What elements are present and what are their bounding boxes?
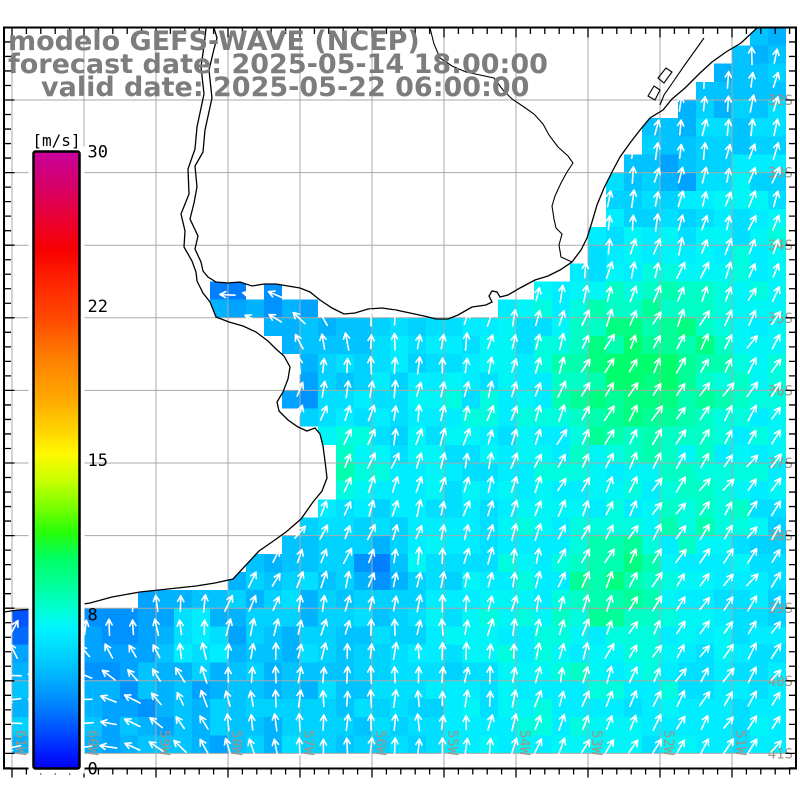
svg-text:60W: 60W bbox=[84, 730, 100, 756]
svg-text:52W: 52W bbox=[660, 730, 676, 756]
svg-text:54W: 54W bbox=[516, 730, 532, 756]
colorbar-tick-label: 22 bbox=[88, 297, 108, 317]
svg-text:58W: 58W bbox=[228, 730, 244, 756]
svg-text:38S: 38S bbox=[768, 529, 793, 545]
svg-text:32S: 32S bbox=[768, 93, 793, 109]
svg-text:53W: 53W bbox=[588, 730, 604, 756]
svg-text:56W: 56W bbox=[372, 730, 388, 756]
svg-text:36S: 36S bbox=[768, 383, 793, 399]
valid-date-line: valid date: 2025-05-22 06:00:00 bbox=[41, 72, 529, 103]
title-block: modelo GEFS-WAVE (NCEP) forecast date: 2… bbox=[8, 26, 548, 103]
wind-direction-arrows bbox=[4, 46, 782, 756]
svg-text:41S: 41S bbox=[768, 746, 793, 762]
svg-text:57W: 57W bbox=[300, 730, 316, 756]
colorbar-tick-label: 0 bbox=[88, 760, 98, 780]
svg-text:59W: 59W bbox=[156, 730, 172, 756]
wave-speed-cells bbox=[12, 27, 786, 754]
svg-text:61W: 61W bbox=[12, 730, 28, 756]
svg-text:37S: 37S bbox=[768, 456, 793, 472]
map-frame-and-ticks bbox=[3, 26, 797, 778]
svg-text:51W: 51W bbox=[732, 730, 748, 756]
svg-text:40S: 40S bbox=[768, 674, 793, 690]
model-name-title: modelo GEFS-WAVE (NCEP) bbox=[8, 26, 420, 57]
colorbar-tick-label: 8 bbox=[88, 605, 98, 625]
forecast-date-line: forecast date: 2025-05-14 18:00:00 bbox=[8, 49, 548, 80]
svg-text:39S: 39S bbox=[768, 601, 793, 617]
colorbar: [m/s] 30 22 15 8 0 bbox=[28, 131, 108, 780]
colorbar-tick-label: 30 bbox=[88, 143, 108, 163]
coastline bbox=[4, 27, 758, 613]
colorbar-unit-label: [m/s] bbox=[32, 131, 80, 150]
svg-text:55W: 55W bbox=[444, 730, 460, 756]
land-mask bbox=[4, 28, 757, 612]
colorbar-tick-label: 15 bbox=[88, 451, 108, 471]
svg-text:34S: 34S bbox=[768, 238, 793, 254]
